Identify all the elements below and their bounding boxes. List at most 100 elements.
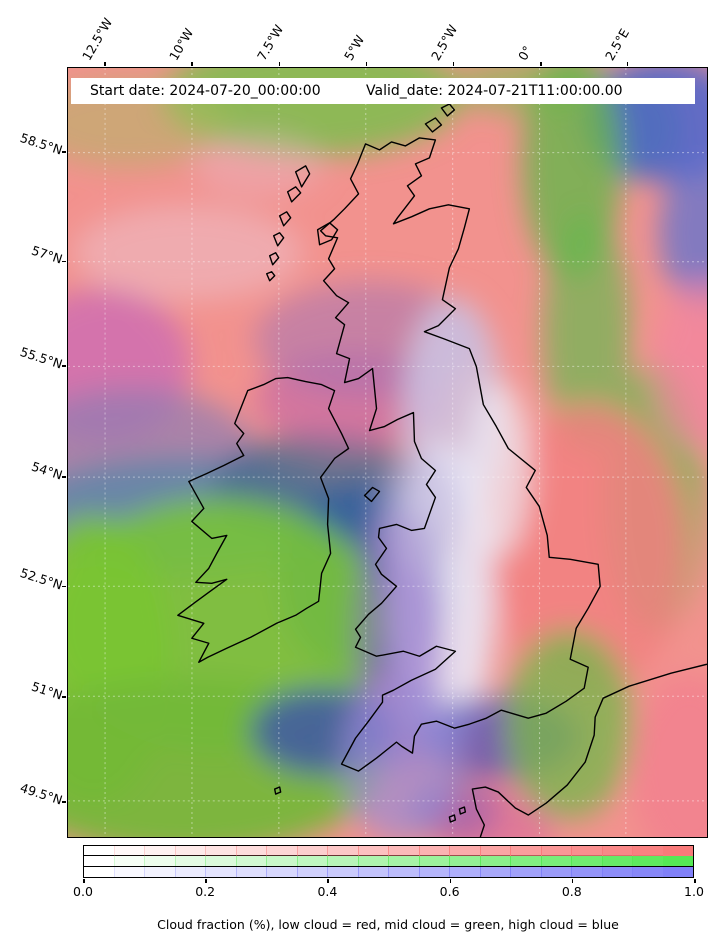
cloud-blob xyxy=(377,451,462,576)
colorbar-segment xyxy=(388,866,419,877)
colorbar-segment xyxy=(357,846,388,856)
colorbar-segment xyxy=(235,846,266,856)
colorbar-segment xyxy=(296,846,327,856)
colorbar-tick-label: 1.0 xyxy=(684,884,704,899)
y-tick-mark xyxy=(62,476,66,478)
colorbar-segment xyxy=(662,846,693,856)
colorbar-segment xyxy=(540,866,571,877)
colorbar-segment xyxy=(388,856,419,867)
colorbar-segment xyxy=(113,866,144,877)
colorbar-tick-mark xyxy=(83,879,85,883)
x-tick-mark xyxy=(365,62,368,66)
colorbar-segment xyxy=(357,856,388,867)
valid-date-text: Valid_date: 2024-07-21T11:00:00.00 xyxy=(366,83,623,99)
x-tick-label: 7.5°W xyxy=(253,22,286,64)
colorbar-segment xyxy=(235,856,266,867)
colorbar-segment xyxy=(449,866,480,877)
coastline-scilly xyxy=(273,786,282,795)
colorbar-segment xyxy=(632,846,663,856)
colorbar-segment xyxy=(571,856,602,867)
colorbar-tick-label: 0.0 xyxy=(73,884,93,899)
y-tick-mark xyxy=(62,801,66,803)
colorbar-segment xyxy=(84,846,114,856)
figure-caption: Cloud fraction (%), low cloud = red, mid… xyxy=(157,917,619,932)
coastline-isle-of-man xyxy=(363,486,381,503)
colorbar-tick-label: 0.6 xyxy=(439,884,460,899)
colorbar-tick-mark xyxy=(694,879,696,883)
graticule xyxy=(68,68,707,837)
x-tick-label: 5°W xyxy=(340,32,367,63)
colorbar-segment xyxy=(144,846,175,856)
colorbar-tick-label: 0.8 xyxy=(561,884,582,899)
cloud-composite-map xyxy=(68,68,707,837)
cloud-blob xyxy=(629,674,707,837)
colorbar-tick-label: 0.2 xyxy=(195,884,216,899)
x-tick-mark xyxy=(191,62,193,66)
x-tick-label: 10°W xyxy=(166,25,197,64)
colorbar-tick-mark xyxy=(571,879,574,883)
colorbar-segment xyxy=(266,856,297,867)
colorbar-segment xyxy=(418,866,449,877)
colorbar-row-red xyxy=(83,845,694,857)
colorbar-segment xyxy=(266,866,297,877)
colorbar-segment xyxy=(540,856,571,867)
colorbar-segment xyxy=(632,856,663,867)
x-tick-mark xyxy=(278,62,281,66)
cloud-blob xyxy=(505,629,634,820)
colorbar-segment xyxy=(174,866,205,877)
cloud-blob xyxy=(659,157,707,308)
cloud-blob xyxy=(491,404,688,695)
colorbar-segment xyxy=(449,846,480,856)
coastline-channel-islands xyxy=(448,806,467,823)
colorbar-segment xyxy=(205,856,236,867)
coastline-france xyxy=(471,663,707,837)
colorbar-segment xyxy=(571,846,602,856)
colorbar-segment xyxy=(144,866,175,877)
colorbar-segment xyxy=(84,856,114,866)
y-tick-mark xyxy=(62,365,66,367)
colorbar-tick-mark xyxy=(449,879,452,883)
cloud-blob xyxy=(192,133,323,198)
title-bar: Start date: 2024-07-20_00:00:00 Valid_da… xyxy=(71,78,695,104)
y-tick-label: 54°N xyxy=(29,458,65,483)
colorbar-segment xyxy=(205,846,236,856)
y-tick-label: 49.5°N xyxy=(18,779,65,808)
colorbar-segment xyxy=(418,856,449,867)
x-tick-label: 0° xyxy=(515,43,536,63)
colorbar-segment xyxy=(235,866,266,877)
y-tick-label: 52.5°N xyxy=(18,564,65,593)
y-tick-mark xyxy=(62,585,66,588)
colorbar-segment xyxy=(327,866,358,877)
colorbar-segment xyxy=(662,866,693,877)
x-tick-mark xyxy=(452,62,455,66)
colorbar-tick-mark xyxy=(327,879,329,883)
colorbar-segment xyxy=(449,856,480,867)
x-tick-mark xyxy=(626,62,629,66)
x-tick-label: 2.5°E xyxy=(601,26,632,63)
colorbar-segment xyxy=(113,846,144,856)
map-plot-area: Start date: 2024-07-20_00:00:00 Valid_da… xyxy=(67,67,708,838)
colorbar-segment xyxy=(571,866,602,877)
colorbar-row-green xyxy=(83,855,694,868)
colorbar-segment xyxy=(266,846,297,856)
colorbar xyxy=(83,845,694,878)
colorbar-segment xyxy=(174,856,205,867)
cloud-blob xyxy=(652,282,707,453)
colorbar-segment xyxy=(144,856,175,867)
colorbar-tick-mark xyxy=(205,879,207,883)
colorbar-segment xyxy=(388,846,419,856)
cloud-blob xyxy=(432,786,557,837)
colorbar-segment xyxy=(84,867,114,877)
coastline-orkney xyxy=(424,103,456,133)
coastline-ireland xyxy=(177,376,350,663)
colorbar-segment xyxy=(296,866,327,877)
colorbar-segment xyxy=(174,846,205,856)
colorbar-segment xyxy=(418,846,449,856)
colorbar-row-blue xyxy=(83,865,694,878)
colorbar-segment xyxy=(113,856,144,867)
colorbar-segment xyxy=(540,846,571,856)
colorbar-segment xyxy=(601,856,632,867)
coastline-great-britain xyxy=(319,137,601,772)
x-tick-label: 12.5°W xyxy=(79,15,116,64)
y-tick-mark xyxy=(62,260,66,263)
